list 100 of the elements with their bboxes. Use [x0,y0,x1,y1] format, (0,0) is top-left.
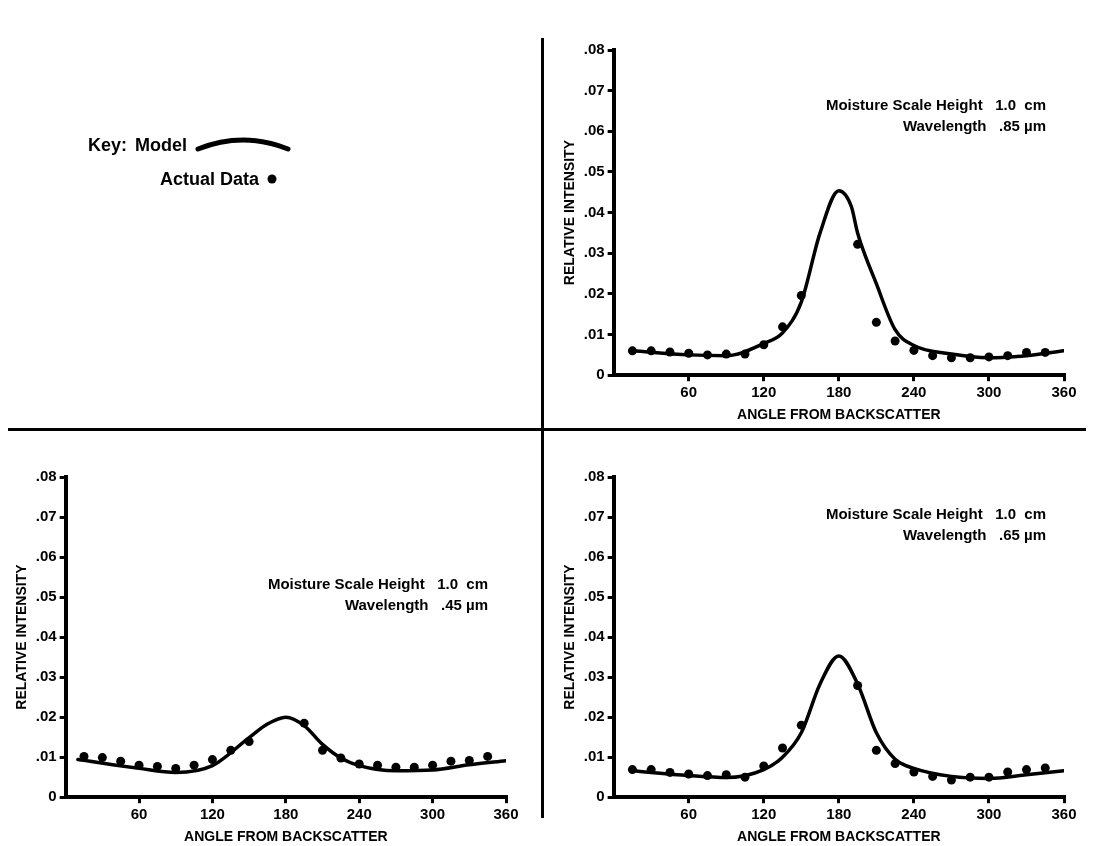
point [778,743,788,753]
point [299,718,309,728]
y-tick-label: .07 [583,507,605,525]
point [759,340,769,350]
y-tick-label: .06 [583,547,605,565]
x-tick-label: 60 [130,805,148,823]
point [702,350,712,360]
point [684,348,694,358]
y-tick-label: .06 [35,547,57,565]
x-tick-label: 180 [826,805,852,823]
point [871,317,881,327]
point [721,349,731,359]
y-tick-label: .07 [35,507,57,525]
x-tick-label: 60 [680,805,698,823]
y-tick-label: .04 [583,627,606,645]
point [1040,763,1050,773]
annotation: Moisture Scale Height 1.0 cm [825,95,1046,113]
point [627,765,637,775]
point [226,745,236,755]
y-tick-label: .04 [583,202,606,220]
annotation: Wavelength .45 µm [344,595,488,613]
x-tick-label: 240 [901,805,927,823]
y-tick-label: .08 [583,40,605,58]
x-axis-title: ANGLE FROM BACKSCATTER [737,406,941,423]
point [483,751,493,761]
x-axis-title: ANGLE FROM BACKSCATTER [737,828,941,845]
x-tick-label: 60 [680,383,698,401]
point [97,753,107,763]
annotation: Wavelength .65 µm [902,525,1046,543]
point [909,345,919,355]
point [684,769,694,779]
point [627,346,637,356]
y-axis-title: RELATIVE INTENSITY [13,563,30,710]
x-tick-label: 300 [976,383,1002,401]
point [1003,351,1013,361]
y-tick-label: .02 [583,284,605,302]
x-tick-label: 360 [1051,383,1077,401]
point [336,753,346,763]
x-tick-label: 180 [826,383,852,401]
x-tick-label: 360 [493,805,519,823]
x-tick-label: 180 [273,805,299,823]
point [1040,347,1050,357]
y-tick-label: .01 [35,747,57,765]
annotation: Moisture Scale Height 1.0 cm [825,504,1046,522]
point [984,772,994,782]
x-tick-label: 300 [976,805,1002,823]
point [428,760,438,770]
y-tick-label: .02 [35,707,57,725]
point [702,771,712,781]
legend-label: Model [135,134,188,156]
y-tick-label: .02 [583,707,605,725]
y-tick-label: .05 [583,587,605,605]
y-tick-label: .03 [583,667,605,685]
point [446,756,456,766]
y-tick-label: .05 [35,587,57,605]
point [646,346,656,356]
point [796,291,806,301]
y-tick-label: 0 [596,787,605,805]
legend-title: Key: [88,134,128,156]
y-tick-label: .04 [35,627,58,645]
point [965,772,975,782]
point [890,759,900,769]
y-tick-label: .06 [583,121,605,139]
point [871,745,881,755]
y-axis-title: RELATIVE INTENSITY [561,139,578,286]
point [853,681,863,691]
x-tick-label: 300 [420,805,446,823]
point [890,336,900,346]
y-tick-label: .08 [583,467,605,485]
point [796,720,806,730]
y-tick-label: 0 [48,787,57,805]
point [665,347,675,357]
x-tick-label: 120 [751,383,777,401]
point [354,759,364,769]
annotation: Moisture Scale Height 1.0 cm [267,574,488,592]
point [79,751,89,761]
point [928,351,938,361]
point [1021,765,1031,775]
y-tick-label: .01 [583,747,605,765]
point [778,322,788,332]
point [665,767,675,777]
point [134,760,144,770]
y-tick-label: .05 [583,162,605,180]
x-tick-label: 120 [199,805,225,823]
y-tick-label: .03 [583,243,605,261]
point [984,352,994,362]
x-tick-label: 120 [751,805,777,823]
point [740,772,750,782]
point [207,755,217,765]
y-tick-label: .01 [583,324,605,342]
x-axis-title: ANGLE FROM BACKSCATTER [184,828,388,845]
y-axis-title: RELATIVE INTENSITY [561,563,578,710]
x-tick-label: 360 [1051,805,1077,823]
point [759,761,769,771]
point [464,755,474,765]
point [1003,767,1013,777]
line-series [76,715,506,775]
x-tick-label: 240 [346,805,372,823]
y-tick-label: .07 [583,80,605,98]
point [318,745,328,755]
